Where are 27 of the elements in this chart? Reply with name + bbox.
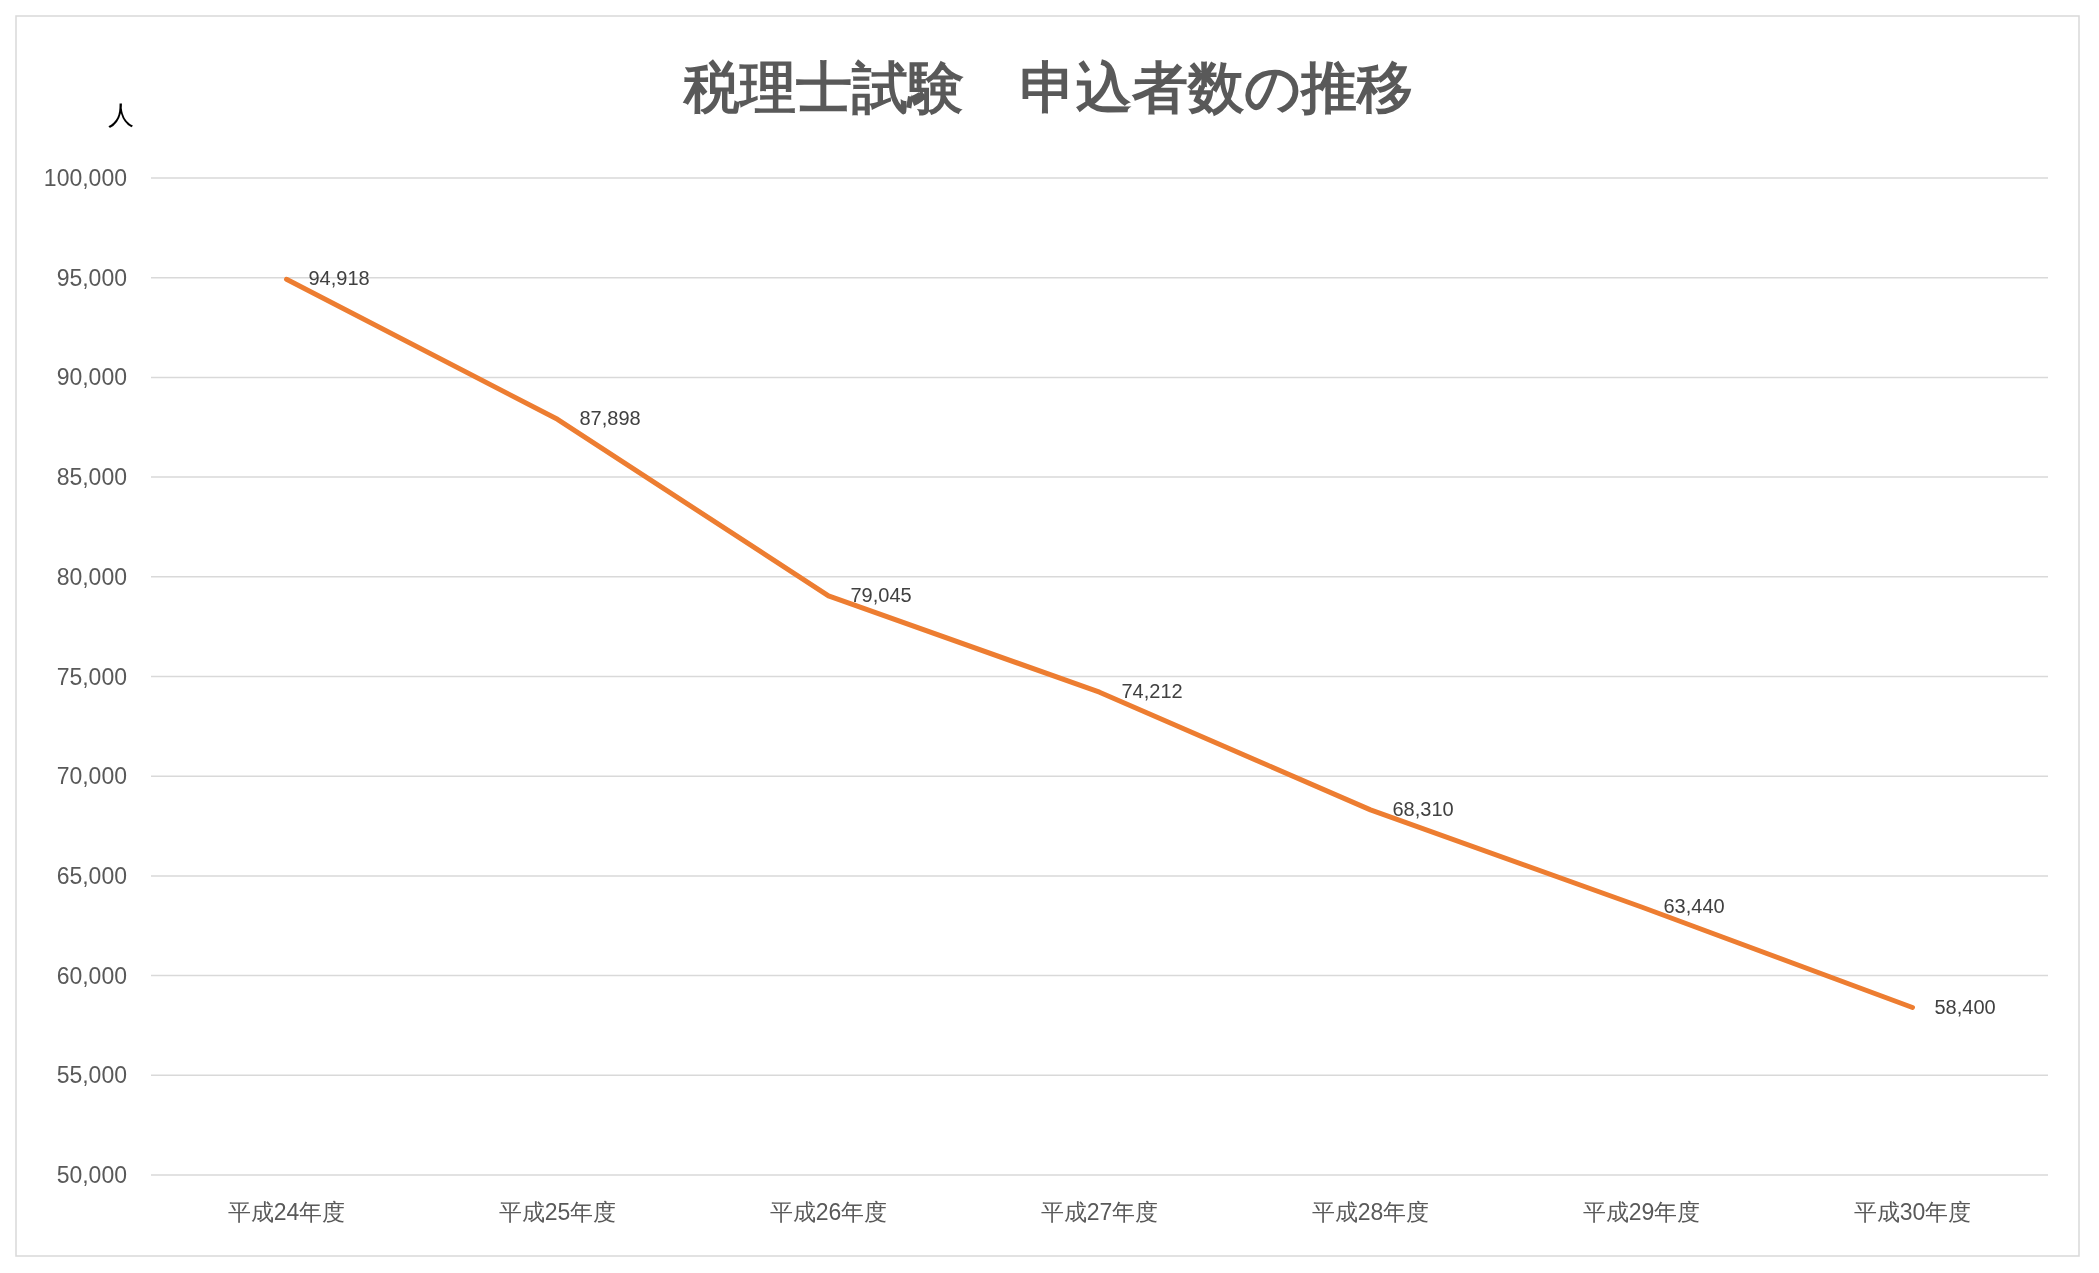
y-tick-label: 60,000 (56, 962, 127, 989)
x-tick-label: 平成27年度 (1040, 1199, 1159, 1225)
x-tick-label: 平成30年度 (1853, 1199, 1972, 1225)
data-label: 94,918 (308, 267, 370, 290)
data-label: 87,898 (579, 407, 641, 430)
data-label: 74,212 (1121, 680, 1183, 703)
data-label: 63,440 (1663, 895, 1725, 918)
x-tick-label: 平成25年度 (498, 1199, 617, 1225)
y-axis-title: 人 (108, 100, 134, 130)
x-tick-label: 平成24年度 (227, 1199, 346, 1225)
data-label: 58,400 (1934, 995, 1996, 1018)
data-label: 68,310 (1392, 797, 1454, 820)
y-tick-label: 70,000 (56, 763, 127, 790)
y-tick-label: 90,000 (56, 364, 127, 391)
y-tick-label: 100,000 (43, 165, 127, 191)
y-tick-label: 65,000 (56, 862, 127, 889)
data-label: 79,045 (850, 583, 912, 606)
x-tick-label: 平成29年度 (1582, 1199, 1701, 1225)
chart-title: 税理士試験 申込者数の推移 (681, 56, 1413, 119)
y-tick-label: 80,000 (56, 563, 127, 590)
y-tick-label: 75,000 (56, 663, 127, 690)
x-tick-label: 平成28年度 (1311, 1199, 1430, 1225)
y-tick-label: 50,000 (56, 1162, 127, 1188)
y-tick-label: 85,000 (56, 464, 127, 491)
y-tick-label: 95,000 (56, 264, 127, 291)
x-tick-label: 平成26年度 (769, 1199, 888, 1225)
y-tick-label: 55,000 (56, 1062, 127, 1089)
